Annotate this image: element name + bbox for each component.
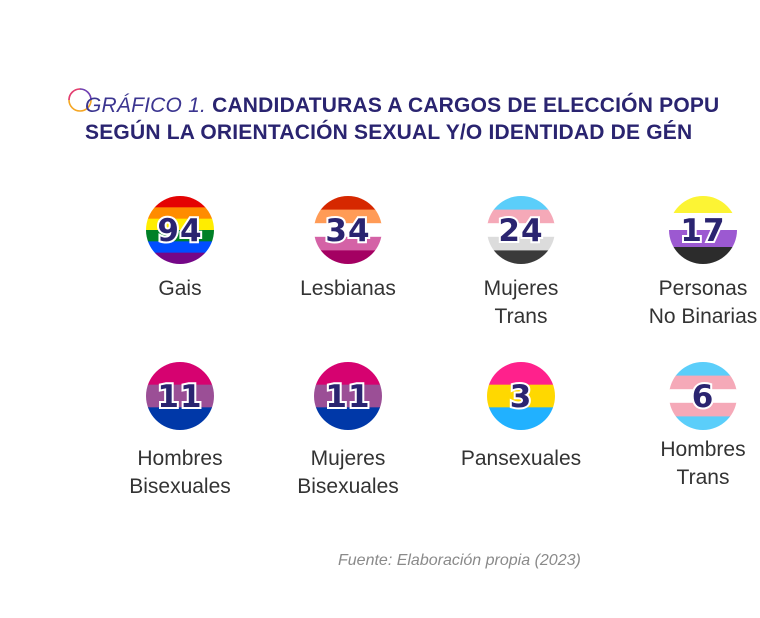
flag-stripe — [487, 407, 555, 430]
flag-stripe — [314, 362, 382, 386]
category-label: Hombres — [137, 447, 222, 470]
flag-stripe — [314, 236, 382, 251]
data-label-value: 24 — [498, 213, 543, 249]
flag-stripe — [669, 389, 737, 404]
flag-stripe — [146, 252, 214, 264]
flag-stripe — [669, 247, 737, 264]
flag-stripe — [669, 196, 737, 214]
flag-stripe — [314, 250, 382, 264]
flag-stripe — [669, 230, 737, 248]
flag-stripe — [487, 223, 555, 238]
category-label: Mujeres — [311, 447, 386, 470]
category-label: Trans — [495, 305, 548, 328]
flag-circle-6 — [487, 362, 555, 430]
category-label: Trans — [677, 466, 730, 489]
flag-stripe — [146, 384, 214, 408]
flag-stripe — [314, 384, 382, 408]
category-label: Gais — [158, 277, 201, 300]
data-label-value: 11 — [325, 379, 370, 415]
flag-stripe — [146, 362, 214, 386]
flag-stripe — [487, 209, 555, 224]
flag-stripe — [146, 196, 214, 208]
chart-title-main: CANDIDATURAS A CARGOS DE ELECCIÓN POPU — [212, 94, 720, 117]
data-label-value: 94 — [157, 213, 202, 249]
chart-title: GRÁFICO 1. CANDIDATURAS A CARGOS DE ELEC… — [85, 94, 719, 118]
category-label: Bisexuales — [129, 475, 231, 498]
category-label: Mujeres — [484, 277, 559, 300]
flag-stripe — [487, 196, 555, 211]
flag-stripe — [487, 384, 555, 408]
flag-stripe — [314, 407, 382, 430]
flag-circle-0 — [146, 196, 214, 264]
flag-stripe — [146, 207, 214, 220]
flag-stripe — [487, 250, 555, 264]
data-label-value: 3 — [510, 379, 533, 415]
flag-stripe — [669, 362, 737, 377]
category-label: Bisexuales — [297, 475, 399, 498]
flag-stripe — [487, 236, 555, 251]
data-label-value: 34 — [325, 213, 370, 249]
flag-circle-4 — [146, 362, 214, 430]
data-label-value: 11 — [157, 379, 202, 415]
category-label: Pansexuales — [461, 447, 581, 470]
flag-stripe — [146, 230, 214, 242]
flag-stripe — [314, 223, 382, 238]
data-label-value: 6 — [692, 379, 715, 415]
flag-stripe — [487, 362, 555, 386]
flag-stripe — [146, 407, 214, 430]
category-label: Personas — [659, 277, 748, 300]
flag-circle-5 — [314, 362, 382, 430]
flag-stripe — [314, 196, 382, 211]
logo-ring-icon — [68, 88, 92, 112]
flag-stripe — [669, 375, 737, 390]
flag-stripe — [669, 402, 737, 417]
flag-stripe — [146, 218, 214, 231]
flag-stripe — [314, 209, 382, 224]
chart-subtitle: SEGÚN LA ORIENTACIÓN SEXUAL Y/O IDENTIDA… — [85, 121, 693, 144]
data-label-value: 17 — [680, 213, 725, 249]
chart-title-prefix: GRÁFICO 1. — [85, 94, 207, 117]
category-label: No Binarias — [649, 305, 758, 328]
category-label: Lesbianas — [300, 277, 396, 300]
category-label: Hombres — [660, 438, 745, 461]
flag-stripe — [669, 213, 737, 231]
flag-stripe — [146, 241, 214, 254]
source-note: Fuente: Elaboración propia (2023) — [338, 552, 581, 569]
flag-stripe — [669, 416, 737, 430]
